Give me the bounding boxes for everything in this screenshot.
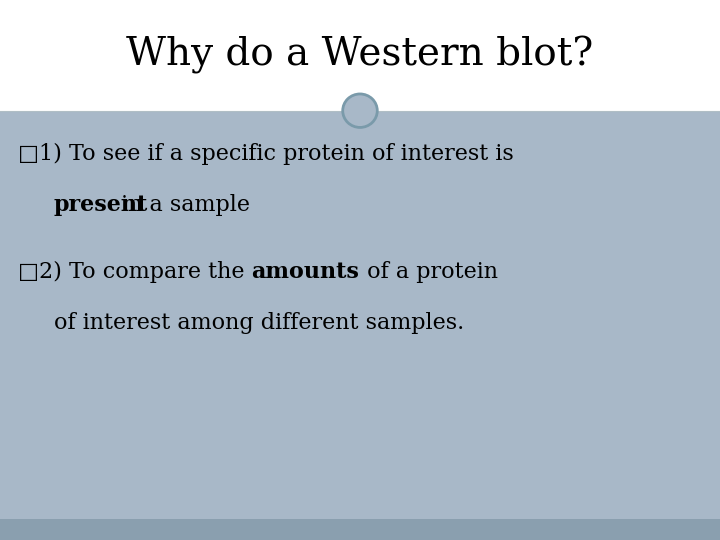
Bar <box>0 519 720 540</box>
Text: Why do a Western blot?: Why do a Western blot? <box>127 36 593 75</box>
Text: □1) To see if a specific protein of interest is: □1) To see if a specific protein of inte… <box>18 143 514 165</box>
Text: □2) To compare the: □2) To compare the <box>18 261 251 283</box>
Text: of a protein: of a protein <box>359 261 498 283</box>
Text: in a sample: in a sample <box>114 194 250 217</box>
Text: of interest among different samples.: of interest among different samples. <box>54 312 464 334</box>
Text: □2) To compare the: □2) To compare the <box>0 539 1 540</box>
Text: amounts: amounts <box>251 261 359 283</box>
Bar <box>0 0 720 111</box>
Text: present: present <box>54 194 148 217</box>
Ellipse shape <box>343 94 377 127</box>
